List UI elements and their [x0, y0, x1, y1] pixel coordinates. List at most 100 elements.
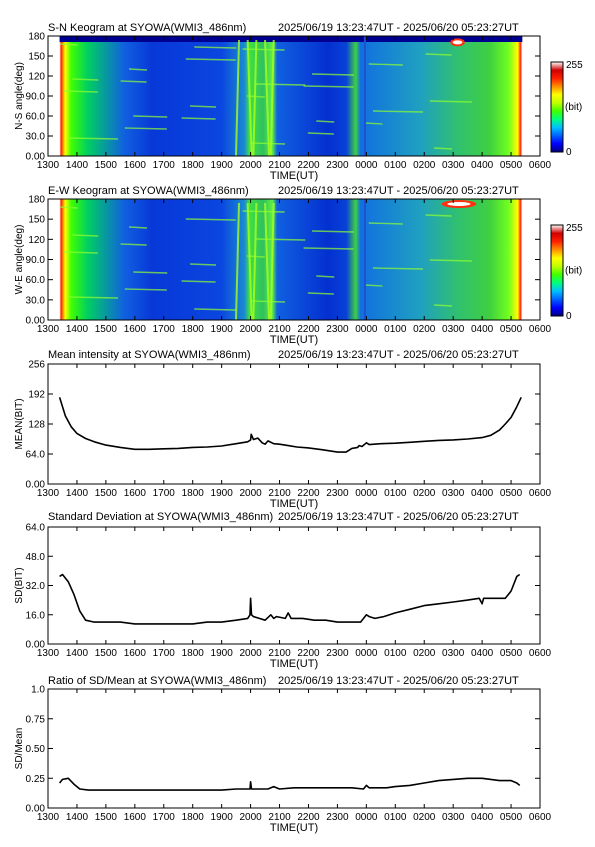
sn-keogram-panel: S-N Keogram at SYOWA(WMI3_486nm) 2025/06…: [14, 22, 552, 182]
x-tick-label: 1600: [124, 812, 147, 823]
x-tick-label: 0400: [471, 812, 494, 823]
x-tick-label: 0000: [355, 488, 378, 499]
x-tick-label: 1300: [37, 488, 60, 499]
keogram-streak: [255, 238, 306, 241]
keogram-streak: [194, 46, 237, 49]
y-tick-label: 48.0: [26, 552, 46, 563]
keogram-streak: [242, 210, 285, 213]
mean-intensity-xlabel: TIME(UT): [270, 498, 318, 510]
keogram-streak: [303, 247, 354, 250]
x-tick-label: 2000: [239, 812, 262, 823]
keogram-streak: [373, 267, 424, 270]
x-tick-label: 2200: [297, 648, 320, 659]
x-tick-label: 1400: [66, 648, 89, 659]
keogram-streak: [133, 271, 168, 274]
x-tick-label: 0500: [500, 160, 523, 171]
keogram-streak: [120, 80, 147, 83]
std-dev-title: Standard Deviation at SYOWA(WMI3_486nm): [48, 511, 273, 523]
keogram-streak: [373, 110, 424, 113]
keogram-streak: [303, 85, 354, 88]
x-tick-label: 2000: [239, 488, 262, 499]
sn-keogram-y-ticks: 0.00 30.0 60.0 90.0 120 150 180: [26, 32, 540, 163]
x-tick-label: 2000: [239, 160, 262, 171]
mean-intensity-ylabel: MEAN(BIT): [14, 398, 25, 449]
keogram-streak: [124, 127, 167, 130]
keogram-arc-band: [269, 39, 275, 157]
keogram-streak: [429, 100, 472, 103]
keogram-top-band: [59, 36, 523, 42]
x-tick-label: 1700: [153, 488, 176, 499]
x-tick-label: 0200: [413, 160, 436, 171]
keogram-streak: [364, 284, 383, 287]
y-tick-label: 30.0: [26, 132, 46, 143]
x-tick-label: 0300: [442, 488, 465, 499]
keogram-streak: [63, 90, 98, 93]
mean-intensity-x-ticks: 1300 1400 1500 1600 1700 1800 1900 2000 2100 2200…: [37, 364, 552, 499]
x-tick-label: 1900: [211, 648, 234, 659]
y-tick-label: 0.50: [26, 744, 46, 755]
x-tick-label: 0200: [413, 488, 436, 499]
keogram-streak: [63, 251, 98, 254]
x-tick-label: 0600: [529, 648, 552, 659]
x-tick-label: 1800: [182, 324, 205, 335]
keogram-streak: [133, 115, 168, 118]
x-tick-label: 0400: [471, 324, 494, 335]
x-tick-label: 2000: [239, 324, 262, 335]
x-tick-label: 0500: [500, 488, 523, 499]
x-tick-label: 1400: [66, 488, 89, 499]
x-tick-label: 1300: [37, 812, 60, 823]
sn-keogram-subtitle: 2025/06/19 13:23:47UT - 2025/06/20 05:23…: [278, 22, 519, 34]
keogram-streak: [190, 105, 217, 108]
x-tick-label: 2100: [268, 324, 291, 335]
ew-keogram-panel: E-W Keogram at SYOWA(WMI3_486nm) 2025/06…: [14, 185, 552, 346]
keogram-streak: [316, 120, 335, 123]
y-tick-label: 180: [28, 195, 45, 206]
ew-keogram-image: [48, 199, 540, 321]
keogram-streak: [364, 122, 383, 125]
x-tick-label: 1400: [66, 160, 89, 171]
keogram-streak: [255, 83, 306, 86]
sn-colorbar-unit-label: (bit): [565, 102, 582, 113]
std-dev-line: [59, 573, 521, 625]
x-tick-label: 0200: [413, 324, 436, 335]
y-tick-label: 0.00: [26, 152, 46, 163]
sd-mean-ratio-title: Ratio of SD/Mean at SYOWA(WMI3_486nm): [48, 675, 266, 687]
y-tick-label: 180: [28, 32, 45, 43]
keogram-streak: [194, 308, 237, 311]
x-tick-label: 1600: [124, 160, 147, 171]
keogram-streak: [128, 68, 148, 71]
x-tick-label: 1800: [182, 648, 205, 659]
x-tick-label: 0600: [529, 324, 552, 335]
y-tick-label: 0.00: [26, 804, 46, 815]
ew-keogram-subtitle: 2025/06/19 13:23:47UT - 2025/06/20 05:23…: [278, 185, 519, 197]
sd-mean-ratio-x-ticks: 1300 1400 1500 1600 1700 1800 1900 2000 2100 2200…: [37, 689, 552, 823]
y-tick-label: 128: [28, 420, 45, 431]
y-tick-label: 60.0: [26, 112, 46, 123]
x-tick-label: 0300: [442, 648, 465, 659]
ew-colorbar-scale: [550, 224, 564, 317]
ew-keogram-ylabel: W-E angle(deg): [14, 225, 25, 295]
x-tick-label: 1500: [95, 812, 118, 823]
ew-keogram-y-ticks: 0.00 30.0 60.0 90.0 120 150 180: [26, 195, 540, 327]
keogram-streak: [72, 78, 99, 81]
mean-intensity-line: [58, 396, 522, 453]
std-dev-panel: Standard Deviation at SYOWA(WMI3_486nm) …: [14, 511, 552, 670]
x-tick-label: 0600: [529, 160, 552, 171]
x-tick-label: 2200: [297, 160, 320, 171]
keogram-arc-band: [235, 202, 241, 321]
y-tick-label: 0.75: [26, 714, 46, 725]
x-tick-label: 0000: [355, 648, 378, 659]
keogram-streak: [72, 234, 99, 237]
keogram-streak: [59, 206, 78, 209]
x-tick-label: 2100: [268, 160, 291, 171]
sd-mean-ratio-y-ticks: 0.00 0.25 0.50 0.75 1.0: [26, 685, 540, 815]
x-tick-label: 1700: [153, 812, 176, 823]
keogram-streak: [185, 218, 236, 221]
std-dev-y-ticks: 0.00 16.0 32.0 48.0 64.0: [26, 523, 540, 651]
x-tick-label: 1500: [95, 160, 118, 171]
y-tick-label: 90.0: [26, 255, 46, 266]
keogram-streak: [433, 304, 453, 307]
x-tick-label: 2300: [326, 812, 349, 823]
y-tick-label: 30.0: [26, 295, 46, 306]
ew-keogram-title: E-W Keogram at SYOWA(WMI3_486nm): [48, 185, 249, 197]
